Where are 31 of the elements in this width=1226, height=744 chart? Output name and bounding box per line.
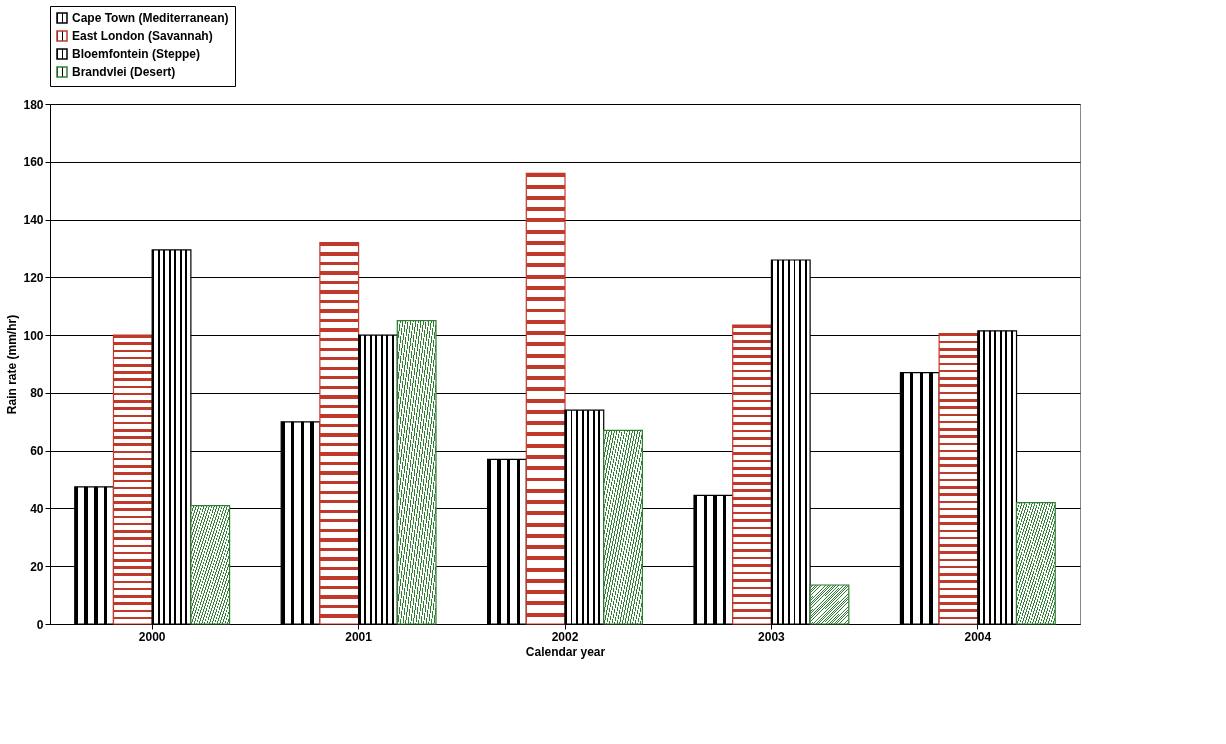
x-tick-label: 2002 [551, 629, 579, 644]
bar [396, 320, 437, 625]
x-tick-label: 2001 [345, 629, 373, 644]
y-tick-label: 20 [30, 559, 44, 574]
y-axis-title: Rain rate (mm/hr) [5, 314, 20, 415]
legend-label: Cape Town (Mediterranean) [72, 11, 229, 25]
y-tick-label: 100 [23, 328, 44, 343]
y-tick-label: 0 [36, 617, 44, 632]
legend-label: Brandvlei (Desert) [72, 65, 176, 79]
bar [112, 334, 153, 625]
x-tick-label: 2004 [964, 629, 992, 644]
legend-label: Bloemfontein (Steppe) [72, 47, 200, 61]
y-tick-label: 120 [23, 270, 44, 285]
bar [1015, 502, 1056, 625]
x-tick-label: 2000 [138, 629, 166, 644]
x-axis-title: Calendar year [525, 644, 606, 659]
bar [319, 242, 360, 625]
y-tick-label: 160 [23, 155, 44, 170]
bar [732, 324, 773, 625]
legend-label: East London (Savannah) [72, 29, 213, 43]
y-tick-label: 140 [23, 213, 44, 228]
y-tick-label: 80 [30, 386, 44, 401]
y-tick-label: 40 [30, 501, 44, 516]
x-tick-label: 2003 [758, 629, 786, 644]
bar [603, 429, 643, 625]
y-tick-label: 60 [30, 444, 44, 459]
bar [938, 333, 979, 625]
bar [190, 504, 231, 625]
bar [809, 584, 850, 625]
y-tick-label: 180 [23, 97, 44, 112]
bar [525, 172, 566, 625]
